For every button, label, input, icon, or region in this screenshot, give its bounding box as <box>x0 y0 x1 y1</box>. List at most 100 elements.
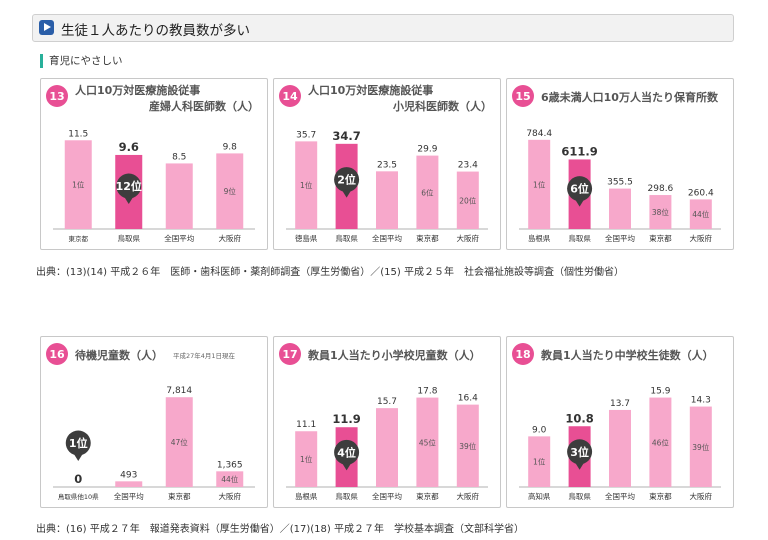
tick-label: 鳥取県 <box>335 491 358 501</box>
tick-label: 東京都 <box>416 233 439 243</box>
tick-label: 鳥取県 <box>118 233 141 243</box>
rank-badge-label: 1位 <box>69 436 88 450</box>
rank-label: 6位 <box>421 187 434 197</box>
bar <box>295 431 318 487</box>
rank-label: 1位 <box>72 180 85 190</box>
bar <box>456 171 479 229</box>
bar <box>216 153 244 229</box>
rank-badge-pointer <box>341 189 352 198</box>
bar <box>689 406 712 487</box>
chart-number-badge <box>512 85 534 107</box>
chart-title: 教員1人当たり中学校生徒数（人） <box>540 348 714 362</box>
value-label: 298.6 <box>648 184 674 194</box>
rank-label: 45位 <box>419 437 437 447</box>
value-label: 9.6 <box>119 140 139 154</box>
chart-title: 教員1人当たり小学校児童数（人） <box>307 348 481 362</box>
bar <box>416 397 439 487</box>
chart-number: 17 <box>282 348 297 361</box>
rank-badge <box>65 430 91 456</box>
tick-label: 全国平均 <box>114 491 144 501</box>
bar <box>416 155 439 229</box>
rank-badge <box>334 439 360 465</box>
rank-badge-pointer <box>341 462 352 471</box>
rank-label: 1位 <box>533 457 546 467</box>
source-note-1: 出典：(13)(14) 平成２６年 医師・歯科医師・薬剤師調査（厚生労働省）／(… <box>36 267 624 278</box>
value-label: 0 <box>74 472 82 486</box>
chart-number: 13 <box>49 90 64 103</box>
rank-badge-pointer <box>574 198 585 207</box>
value-label: 13.7 <box>610 399 630 409</box>
chart-16: 16 待機児童数（人） 平成27年4月1日現在 0 鳥取県他10県 1位 493 全国平均 7,… <box>46 343 255 501</box>
bar <box>165 397 193 487</box>
tick-label: 東京都 <box>168 491 191 501</box>
chart-number: 18 <box>515 348 530 361</box>
rank-label: 47位 <box>171 437 189 447</box>
value-label: 15.7 <box>377 397 397 407</box>
chart-panel-13: 13 人口10万対医療施設従事 産婦人科医師数（人） 11.5 1位 東京都 9.6 鳥取県 1… <box>40 78 268 250</box>
value-label: 9.0 <box>532 425 547 435</box>
tick-label: 大阪府 <box>219 233 242 243</box>
tick-label: 島根県 <box>528 233 551 243</box>
value-label: 7,814 <box>166 386 192 396</box>
chart-number-badge <box>279 85 301 107</box>
value-label: 34.7 <box>332 129 360 143</box>
value-label: 1,365 <box>217 460 243 470</box>
value-label: 23.5 <box>377 160 397 170</box>
bar <box>165 163 193 229</box>
value-label: 611.9 <box>561 144 597 158</box>
chart-panel-18: 18 教員1人当たり中学校生徒数（人） 9.0 1位 高知県 10.8 鳥取県 3位 13.7 全… <box>506 336 734 508</box>
bar <box>216 471 244 487</box>
tick-label: 大阪府 <box>690 491 713 501</box>
bar <box>649 397 672 487</box>
tick-label: 大阪府 <box>219 491 242 501</box>
value-label: 11.1 <box>296 420 316 430</box>
tick-label: 大阪府 <box>457 233 480 243</box>
value-label: 8.5 <box>172 152 186 162</box>
tick-label: 島根県 <box>295 491 318 501</box>
chart-number: 15 <box>515 90 530 103</box>
rank-label: 46位 <box>652 437 670 447</box>
bar <box>649 195 672 229</box>
tick-label: 全国平均 <box>605 233 635 243</box>
value-label: 493 <box>120 470 137 480</box>
bar <box>376 408 398 487</box>
tick-label: 徳島県 <box>295 233 318 243</box>
tick-label: 鳥取県 <box>568 491 591 501</box>
value-label: 11.9 <box>332 412 360 426</box>
chart-title-line: 産婦人科医師数（人） <box>149 99 259 113</box>
tick-label: 鳥取県他10県 <box>58 492 99 501</box>
chart-panel-15: 15 6歳未満人口10万人当たり保育所数 784.4 1位 島根県 611.9 鳥取県 6位 3… <box>506 78 734 250</box>
bar <box>528 139 551 229</box>
tick-label: 鳥取県 <box>335 233 358 243</box>
bar <box>689 199 712 229</box>
value-label: 355.5 <box>607 178 633 188</box>
tick-label: 全国平均 <box>372 491 402 501</box>
chart-panel-17: 17 教員1人当たり小学校児童数（人） 11.1 1位 島根県 11.9 鳥取県 4位 15.7… <box>273 336 501 508</box>
rank-label: 44位 <box>221 474 239 484</box>
rank-label: 39位 <box>692 442 710 452</box>
rank-label: 39位 <box>459 441 477 451</box>
chart-number-badge <box>46 85 68 107</box>
value-label: 15.9 <box>650 387 670 397</box>
chart-note: 平成27年4月1日現在 <box>173 351 236 360</box>
rank-badge <box>334 167 360 193</box>
section-label: 育児にやさしい <box>40 54 123 68</box>
tick-label: 全国平均 <box>605 491 635 501</box>
tick-label: 東京都 <box>69 234 89 243</box>
rank-badge-label: 3位 <box>570 445 589 459</box>
tick-label: 大阪府 <box>457 491 480 501</box>
chart-number: 16 <box>49 348 65 361</box>
value-label: 17.8 <box>417 387 437 397</box>
bar <box>295 141 318 229</box>
value-label: 16.4 <box>458 394 478 404</box>
bar <box>376 171 398 229</box>
value-label: 29.9 <box>417 145 437 155</box>
bar <box>609 188 631 229</box>
value-label: 23.4 <box>458 161 478 171</box>
chart-title: 待機児童数（人） <box>74 348 163 362</box>
